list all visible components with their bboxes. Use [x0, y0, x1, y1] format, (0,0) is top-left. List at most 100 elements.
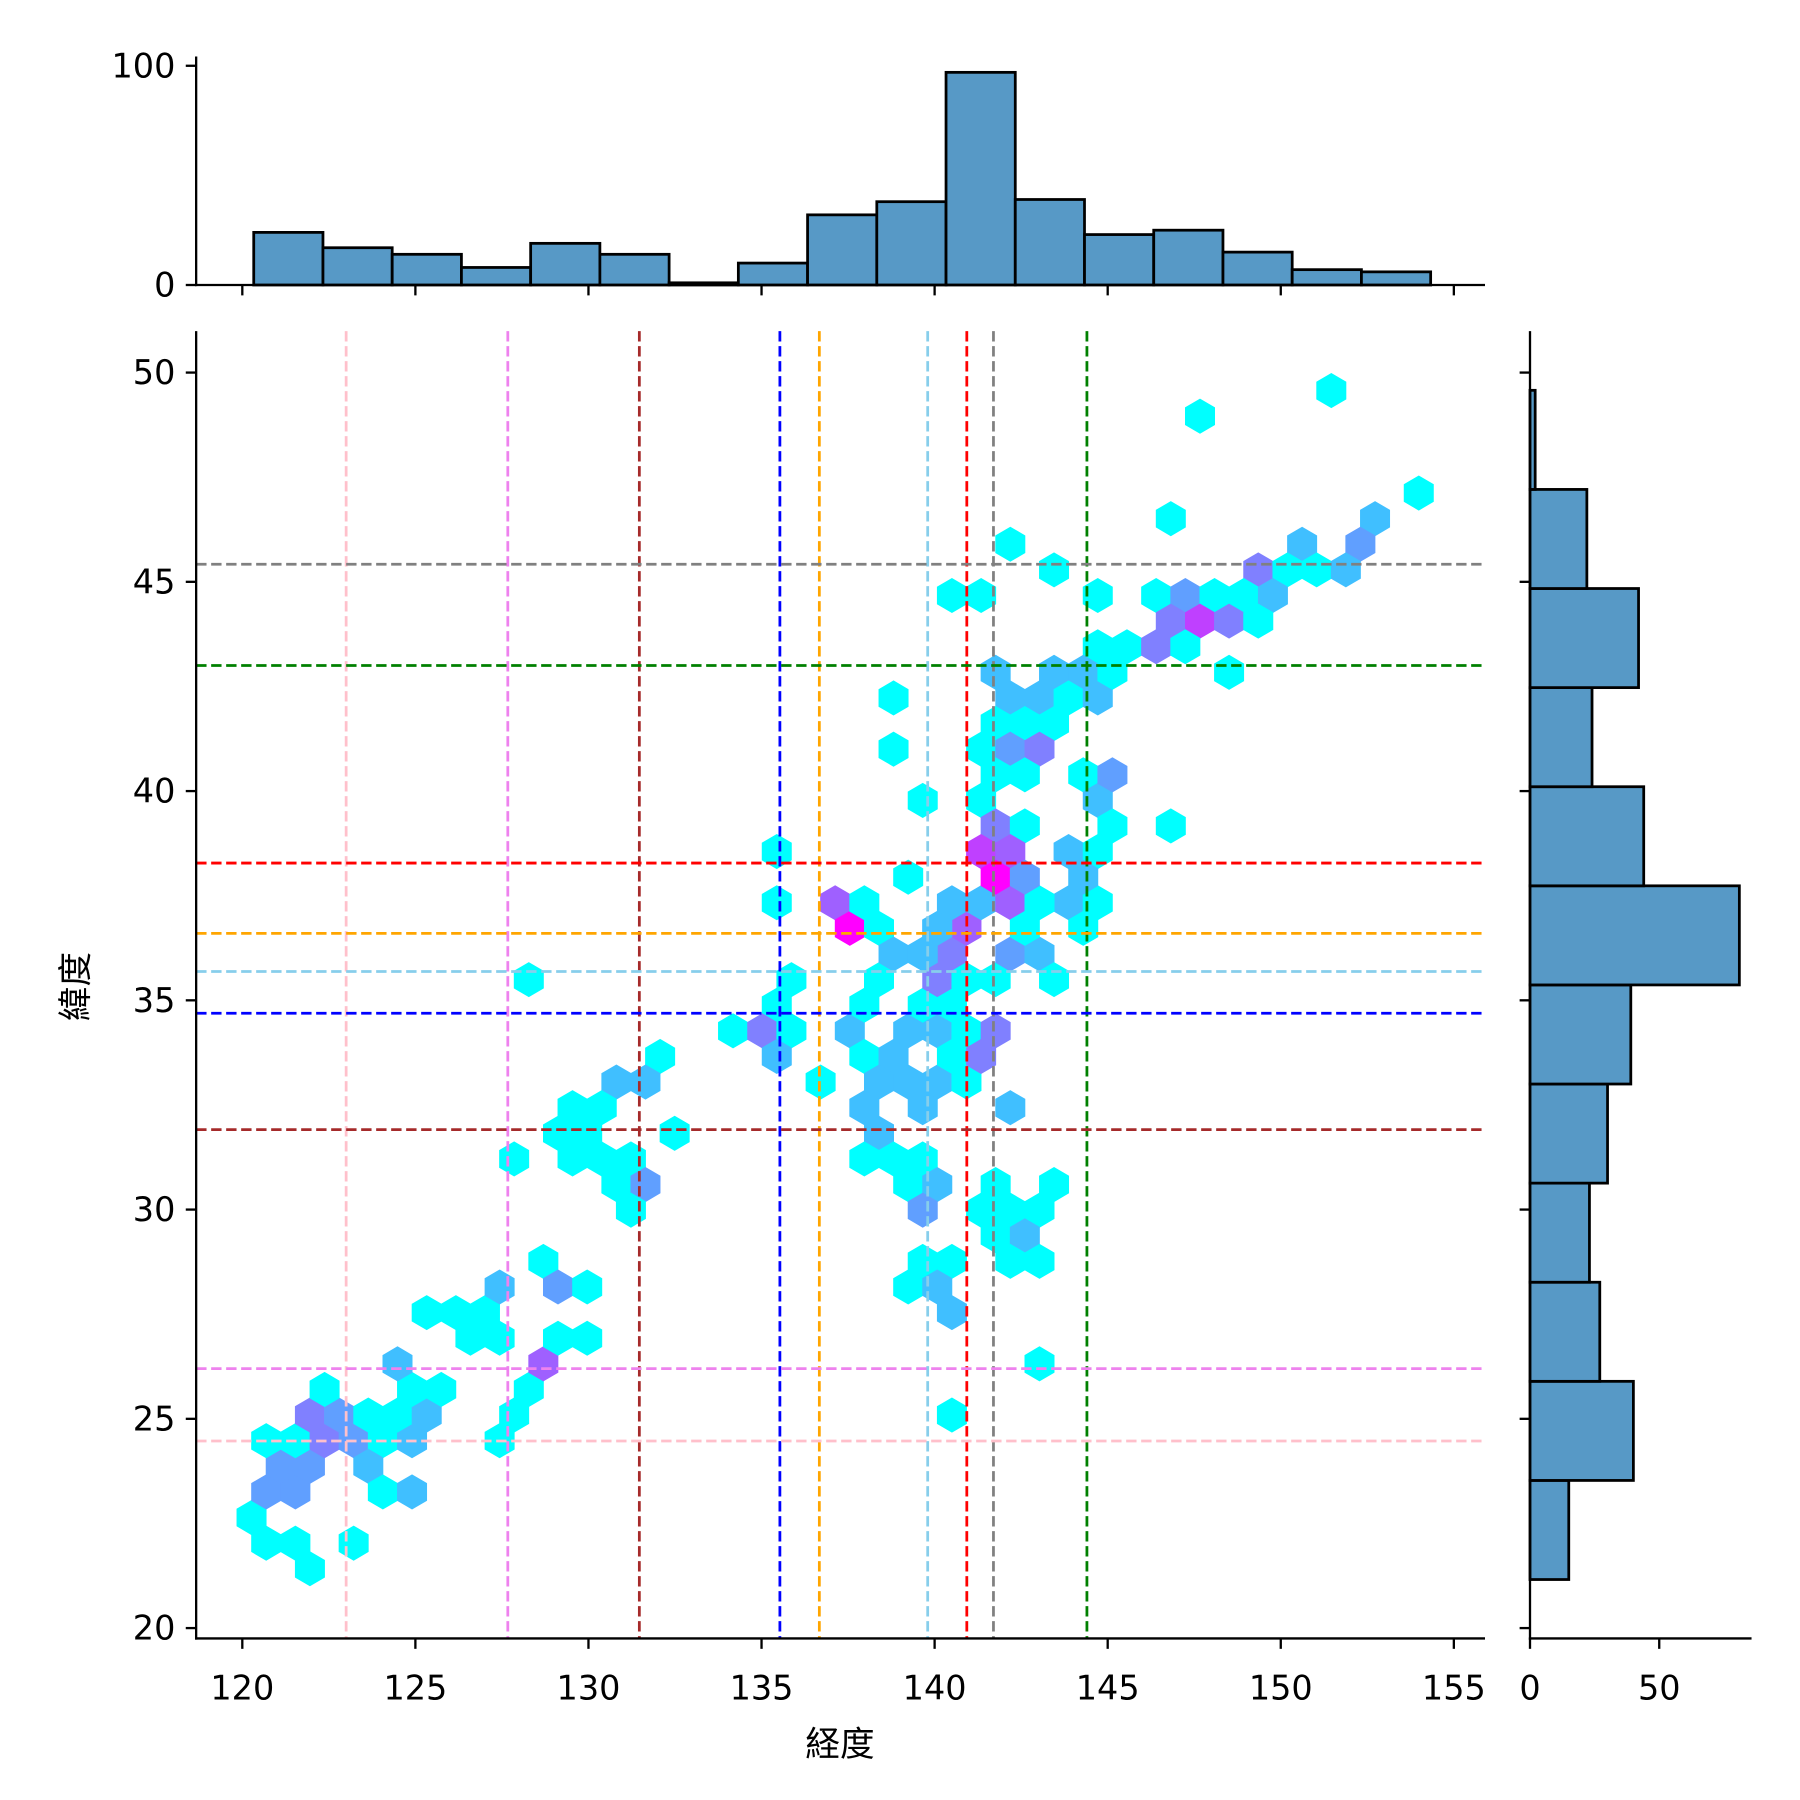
hexbin-cell [966, 1192, 997, 1228]
hexbin-cell [878, 1038, 909, 1074]
top-histogram-bar [1013, 198, 1086, 287]
hexbin-cell [294, 1448, 325, 1484]
hexbin-cell [922, 962, 953, 998]
hexbin-cell [572, 1320, 603, 1356]
x-axis-label: 経度 [805, 1725, 874, 1765]
hexbin-cell [659, 1115, 690, 1151]
hexbin-cell [265, 1448, 296, 1484]
hexbin-cell [528, 1243, 559, 1279]
top-histogram-ticks: 0 100 [112, 46, 1455, 305]
hexbin-cell [1009, 859, 1040, 895]
right-histogram-axes: 0 50 [1519, 331, 1752, 1708]
hexbin-cell [1039, 654, 1070, 690]
hexbin-cell [1301, 552, 1332, 588]
x-tick-label: 125 [383, 1669, 447, 1708]
hexbin-cell [382, 1346, 413, 1382]
hexbin-cell [1287, 526, 1318, 562]
hexbin-cell [1039, 552, 1070, 588]
hexbin-cell [1082, 680, 1113, 716]
hexbin-cell [936, 577, 967, 614]
hexbin-cell [936, 885, 967, 921]
hexbin-cell [907, 782, 938, 818]
top-y-tick-label: 100 [112, 46, 176, 85]
hexbin-cell [294, 1397, 325, 1433]
top-histogram-bar [598, 252, 671, 287]
hexbin-cell [543, 1115, 573, 1151]
reference-lines [196, 331, 1485, 1639]
hexbin-cell [907, 1243, 938, 1279]
hexbin-cell [820, 885, 851, 921]
hexbin-cell [382, 1397, 413, 1433]
hexbin-cell [294, 1551, 325, 1587]
hexbin-cell [397, 1371, 428, 1407]
hexbin-cell [936, 1243, 967, 1279]
top-histogram-bar [529, 241, 602, 287]
right-histogram-bar [1528, 884, 1741, 987]
top-histogram-bar [1152, 228, 1225, 287]
main-ticks: 120 125 130 135 140 145 150 155 20 25 30 35 40 45 50 [133, 353, 1486, 1708]
x-tick-label: 135 [730, 1669, 794, 1708]
hexbin-cell [936, 936, 967, 972]
hexbin-cell [907, 1192, 938, 1228]
hexbin-cell [864, 910, 894, 946]
hexbin-cell [966, 782, 997, 818]
hexbin-cell [1170, 629, 1201, 665]
hexbin-cell [966, 1038, 997, 1074]
x-tick-label: 145 [1076, 1669, 1140, 1708]
hexbin-cell [1024, 885, 1055, 921]
top-histogram-bar [1290, 268, 1363, 287]
hexbin-cell [1068, 910, 1099, 946]
hexbin-cell [1068, 654, 1099, 690]
hexbin-cell [980, 808, 1011, 844]
hexbin-cell [893, 1064, 924, 1100]
top-histogram-bar [1083, 233, 1156, 287]
hexbin-cell [513, 962, 544, 998]
hexbin-cell [1009, 757, 1040, 793]
right-histogram-bar [1528, 488, 1589, 590]
hexbin-cell [557, 1090, 588, 1126]
hexbin-cell [543, 1320, 573, 1356]
hexbin-cell [1141, 577, 1172, 614]
hexbin-cell [1214, 654, 1245, 690]
right-histogram-bar [1528, 587, 1640, 690]
hexbin-cell [980, 1167, 1011, 1203]
x-tick-label: 140 [903, 1669, 967, 1708]
hexbin-cell [995, 1192, 1026, 1228]
hexbin-cell [980, 859, 1011, 895]
hexbin-cell [995, 834, 1026, 870]
hexbin-cell [893, 859, 924, 895]
top-histogram-bar [460, 266, 533, 287]
y-tick-label: 20 [133, 1609, 176, 1648]
hexbin-cell [513, 1371, 544, 1407]
top-histogram-bar [1360, 270, 1433, 287]
right-histogram-bar [1528, 1479, 1571, 1581]
hexbin-cell [572, 1269, 603, 1305]
top-histogram-bar [321, 246, 394, 287]
hexbin-cell [834, 910, 865, 946]
hexbin-cell [1155, 501, 1186, 537]
top-histogram-axes: 0 100 [112, 46, 1485, 305]
hexbin-cell [980, 1013, 1011, 1049]
hexbin-cell [995, 680, 1026, 716]
hexbin-cell [338, 1525, 369, 1561]
hexbin-cell [922, 1013, 953, 1049]
hexbin-cell [586, 1141, 617, 1177]
hexbin-cell [1082, 885, 1113, 921]
hexbin-cell [922, 910, 953, 946]
hexbin-cell [1111, 629, 1142, 665]
hexbin-cell [936, 987, 967, 1023]
hexbin-cell [499, 1141, 530, 1177]
hexbin-cell [980, 757, 1011, 793]
right-histogram-bar [1528, 1082, 1609, 1185]
hexbin-cell [1009, 706, 1040, 742]
hexbin-cell [1185, 398, 1215, 434]
right-histogram-bars [1528, 388, 1741, 1581]
top-y-tick-label: 0 [154, 266, 175, 305]
hexbin-cell [1039, 706, 1070, 742]
hexbin-cell [864, 1115, 894, 1151]
hexbin-cell [1330, 552, 1361, 588]
hexbin-cell [893, 1167, 924, 1203]
hexbin-cell [761, 834, 792, 870]
top-histogram-bar [944, 70, 1017, 287]
hexbin-cell [849, 1141, 880, 1177]
